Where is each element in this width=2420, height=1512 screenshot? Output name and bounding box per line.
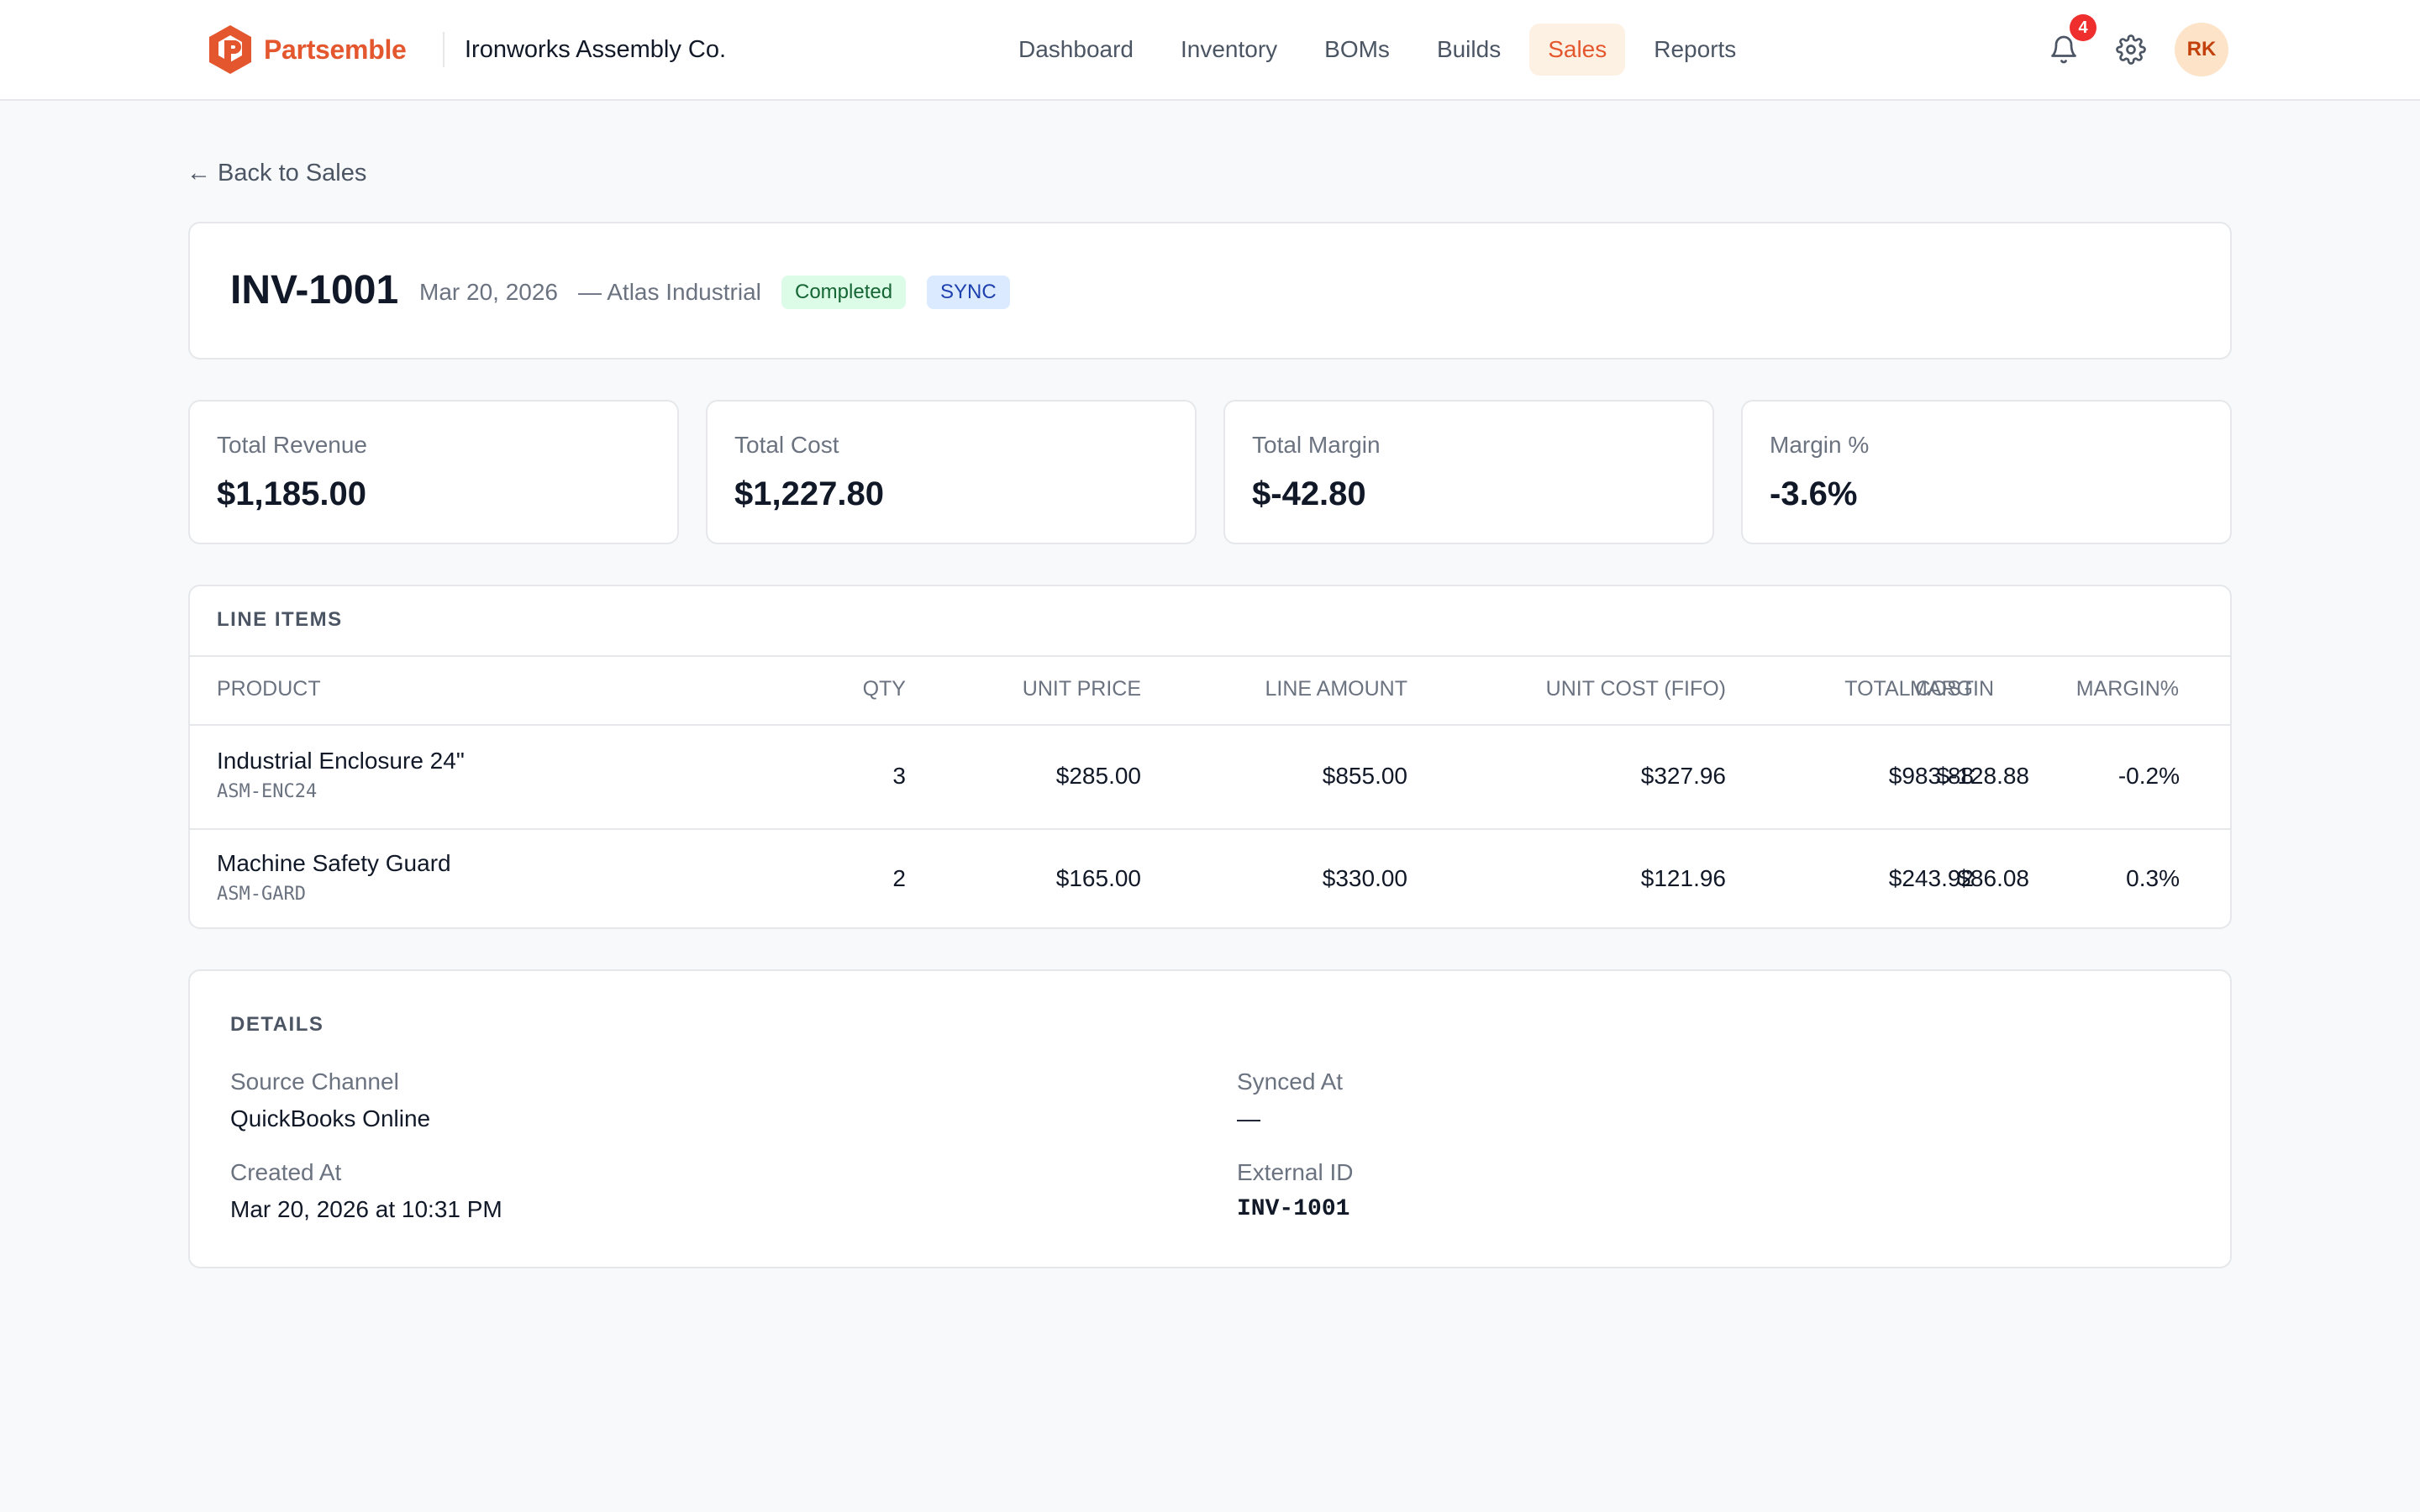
product-sku: ASM-ENC24	[217, 781, 318, 802]
column-header-product: PRODUCT	[217, 677, 321, 701]
column-header-margin-percent: MARGIN%	[2075, 677, 2179, 701]
main-nav: Dashboard Inventory BOMs Builds Sales Re…	[1000, 24, 1754, 76]
external-id-value: INV-1001	[1237, 1196, 1350, 1222]
cell-line-amount: $855.00	[1322, 763, 1407, 789]
source-channel-label: Source Channel	[230, 1068, 399, 1095]
synced-at-value: —	[1237, 1105, 1260, 1131]
sync-badge: SYNC	[927, 276, 1010, 309]
divider	[190, 724, 2230, 726]
user-avatar[interactable]: RK	[2175, 23, 2228, 76]
created-at-value: Mar 20, 2026 at 10:31 PM	[230, 1196, 502, 1222]
product-name: Industrial Enclosure 24"	[217, 748, 465, 774]
cell-margin: $-128.88	[1936, 763, 2029, 789]
column-header-qty: QTY	[862, 677, 906, 701]
nav-boms[interactable]: BOMs	[1324, 36, 1390, 62]
stat-value: $1,227.80	[734, 475, 884, 512]
stat-total-cost: Total Cost $1,227.80	[706, 400, 1197, 544]
details-card: DETAILS Source Channel QuickBooks Online…	[188, 969, 2232, 1268]
stat-value: $1,185.00	[217, 475, 366, 512]
notification-count-badge: 4	[2070, 14, 2096, 41]
product-name: Machine Safety Guard	[217, 850, 451, 876]
divider	[190, 655, 2230, 657]
back-to-sales-link[interactable]: ← Back to Sales	[187, 160, 367, 186]
product-sku: ASM-GARD	[217, 884, 306, 905]
stat-margin-percent: Margin % -3.6%	[1741, 400, 2232, 544]
cell-unit-cost: $327.96	[1640, 763, 1726, 789]
bell-icon	[2051, 35, 2076, 64]
cell-unit-cost: $121.96	[1640, 865, 1726, 891]
divider	[190, 828, 2230, 830]
gear-icon	[2116, 34, 2146, 65]
line-items-card: LINE ITEMS PRODUCT QTY UNIT PRICE LINE A…	[188, 585, 2232, 929]
brand-logo-link[interactable]: Partsemble	[207, 24, 407, 76]
stat-total-margin: Total Margin $-42.80	[1223, 400, 1714, 544]
details-title: DETAILS	[230, 1013, 324, 1036]
column-header-unit-price: UNIT PRICE	[1022, 677, 1141, 701]
cell-qty: 2	[892, 865, 906, 891]
brand-name: Partsemble	[264, 34, 407, 65]
notifications-button[interactable]	[2043, 29, 2085, 71]
external-id-label: External ID	[1237, 1159, 1354, 1185]
source-channel-value: QuickBooks Online	[230, 1105, 431, 1131]
invoice-header-card: INV-1001 Mar 20, 2026 — Atlas Industrial…	[188, 222, 2232, 360]
partsemble-logo-icon	[209, 25, 251, 74]
cell-total-cost: $243.92	[1888, 865, 1974, 891]
stat-label: Total Revenue	[217, 432, 368, 458]
company-name: Ironworks Assembly Co.	[465, 36, 727, 63]
status-badge: Completed	[781, 276, 907, 309]
nav-builds[interactable]: Builds	[1436, 36, 1502, 62]
column-header-total-cost: TOTAL COST	[1844, 677, 1974, 701]
column-header-margin: MARGIN	[1910, 677, 1994, 701]
invoice-customer: — Atlas Industrial	[578, 279, 761, 305]
brand-divider	[443, 32, 445, 67]
column-header-line-amount: LINE AMOUNT	[1265, 677, 1407, 701]
cell-unit-price: $285.00	[1055, 763, 1141, 789]
invoice-date: Mar 20, 2026	[419, 279, 558, 305]
stat-total-revenue: Total Revenue $1,185.00	[188, 400, 679, 544]
stat-value: $-42.80	[1252, 475, 1366, 512]
invoice-number: INV-1001	[230, 268, 399, 312]
cell-margin-percent: -0.2%	[2118, 763, 2180, 789]
nav-reports[interactable]: Reports	[1654, 36, 1737, 62]
stat-label: Total Margin	[1252, 432, 1381, 458]
cell-line-amount: $330.00	[1322, 865, 1407, 891]
cell-margin: $86.08	[1957, 865, 2029, 891]
cell-qty: 3	[892, 763, 906, 789]
nav-sales[interactable]: Sales	[1529, 24, 1626, 76]
stat-value: -3.6%	[1770, 475, 1858, 512]
table-row[interactable]: Industrial Enclosure 24" ASM-ENC24 3 $28…	[190, 726, 2230, 828]
cell-unit-price: $165.00	[1055, 865, 1141, 891]
stat-label: Margin %	[1770, 432, 1870, 458]
synced-at-label: Synced At	[1237, 1068, 1344, 1095]
nav-inventory[interactable]: Inventory	[1180, 36, 1278, 62]
settings-button[interactable]	[2110, 29, 2152, 71]
stat-label: Total Cost	[734, 432, 839, 458]
cell-total-cost: $983.88	[1888, 763, 1974, 789]
table-row[interactable]: Machine Safety Guard ASM-GARD 2 $165.00 …	[190, 828, 2230, 927]
top-navbar: Partsemble Ironworks Assembly Co. Dashbo…	[0, 0, 2420, 101]
line-items-title: LINE ITEMS	[217, 608, 343, 631]
column-header-unit-cost: UNIT COST (FIFO)	[1545, 677, 1726, 701]
nav-dashboard[interactable]: Dashboard	[1018, 36, 1134, 62]
created-at-label: Created At	[230, 1159, 342, 1185]
cell-margin-percent: 0.3%	[2126, 865, 2180, 891]
